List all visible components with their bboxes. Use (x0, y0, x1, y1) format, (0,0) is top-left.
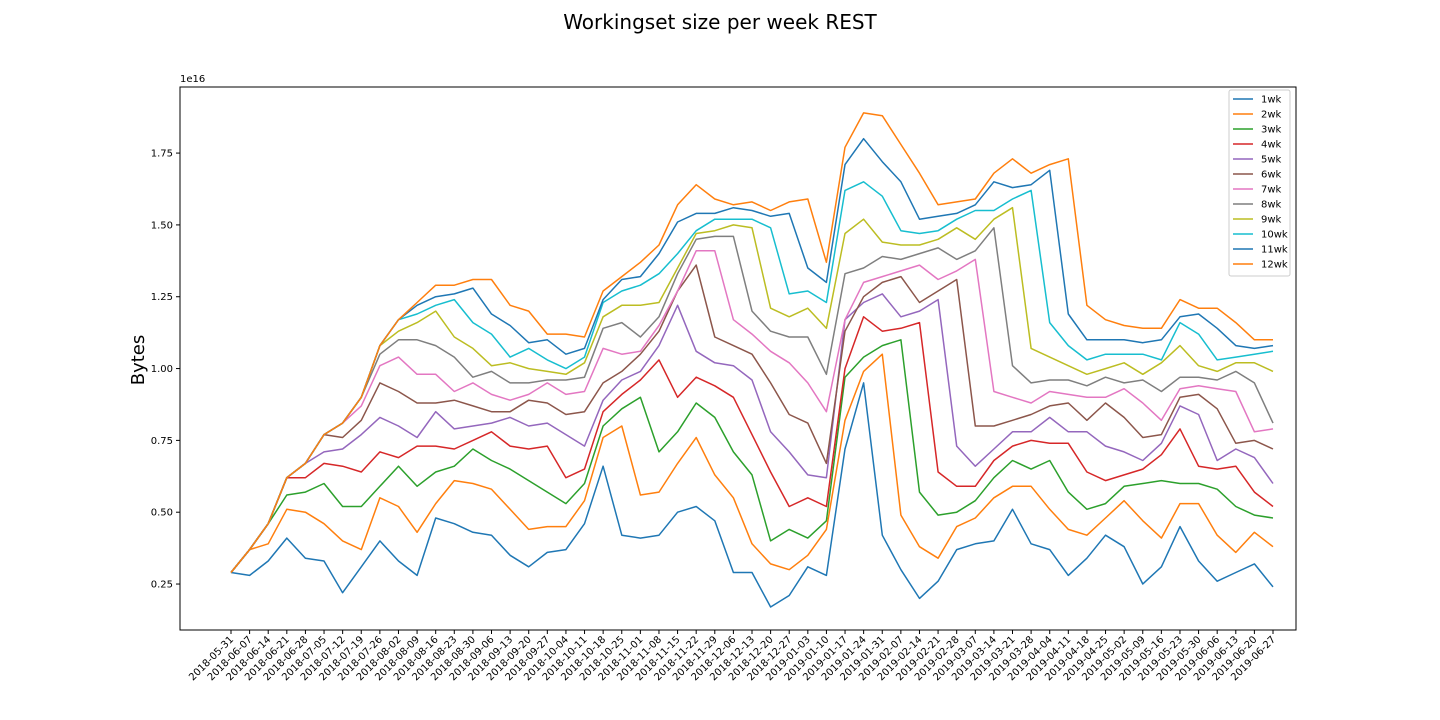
series-line-7wk (230, 250, 1274, 573)
y-axis-offset-text: 1e16 (180, 74, 205, 85)
legend-label-10wk: 10wk (1261, 230, 1288, 241)
legend-label-12wk: 12wk (1261, 260, 1288, 271)
legend-label-5wk: 5wk (1261, 155, 1282, 166)
legend-label-4wk: 4wk (1261, 140, 1282, 151)
y-axis: 0.25 0.50 0.75 1.00 1.25 1.50 1.75 (151, 149, 180, 591)
y-tick-label: 1.00 (151, 364, 173, 375)
series-line-5wk (230, 293, 1274, 573)
legend-label-2wk: 2wk (1261, 110, 1282, 121)
series-line-9wk (230, 206, 1274, 573)
legend: 1wk 2wk 3wk 4wk 5wk 6wk 7wk 8wk 9wk 10wk 11wk 12wk (1228, 89, 1291, 277)
legend-label-7wk: 7wk (1261, 185, 1282, 196)
legend-label-3wk: 3wk (1261, 125, 1282, 136)
series-line-2wk (230, 353, 1274, 573)
legend-label-1wk: 1wk (1261, 95, 1282, 106)
series-line-12wk (230, 112, 1273, 573)
x-axis: 2018-05-312018-06-072018-06-142018-06-21… (187, 630, 1278, 683)
y-tick-label: 1.50 (151, 220, 173, 231)
plot-frame (179, 86, 1297, 631)
legend-label-6wk: 6wk (1261, 170, 1282, 181)
y-tick-label: 0.50 (151, 508, 173, 519)
chart-title: Workingset size per week REST (563, 10, 877, 34)
y-tick-label: 1.75 (151, 149, 173, 160)
series-line-3wk (230, 339, 1274, 573)
series-line-8wk (230, 227, 1274, 573)
legend-label-9wk: 9wk (1261, 215, 1282, 226)
series-line-6wk (230, 264, 1274, 573)
series-lines (230, 112, 1274, 608)
y-axis-label: Bytes (128, 335, 149, 386)
legend-box (1228, 89, 1291, 277)
plot-background (180, 87, 1296, 630)
y-tick-label: 1.25 (151, 292, 173, 303)
series-line-10wk (230, 181, 1274, 573)
legend-label-8wk: 8wk (1261, 200, 1282, 211)
series-line-4wk (230, 316, 1274, 573)
legend-label-11wk: 11wk (1261, 245, 1288, 256)
plot-area (179, 86, 1297, 631)
y-tick-label: 0.25 (151, 580, 173, 591)
series-line-1wk (230, 382, 1274, 608)
y-tick-label: 0.75 (151, 436, 173, 447)
